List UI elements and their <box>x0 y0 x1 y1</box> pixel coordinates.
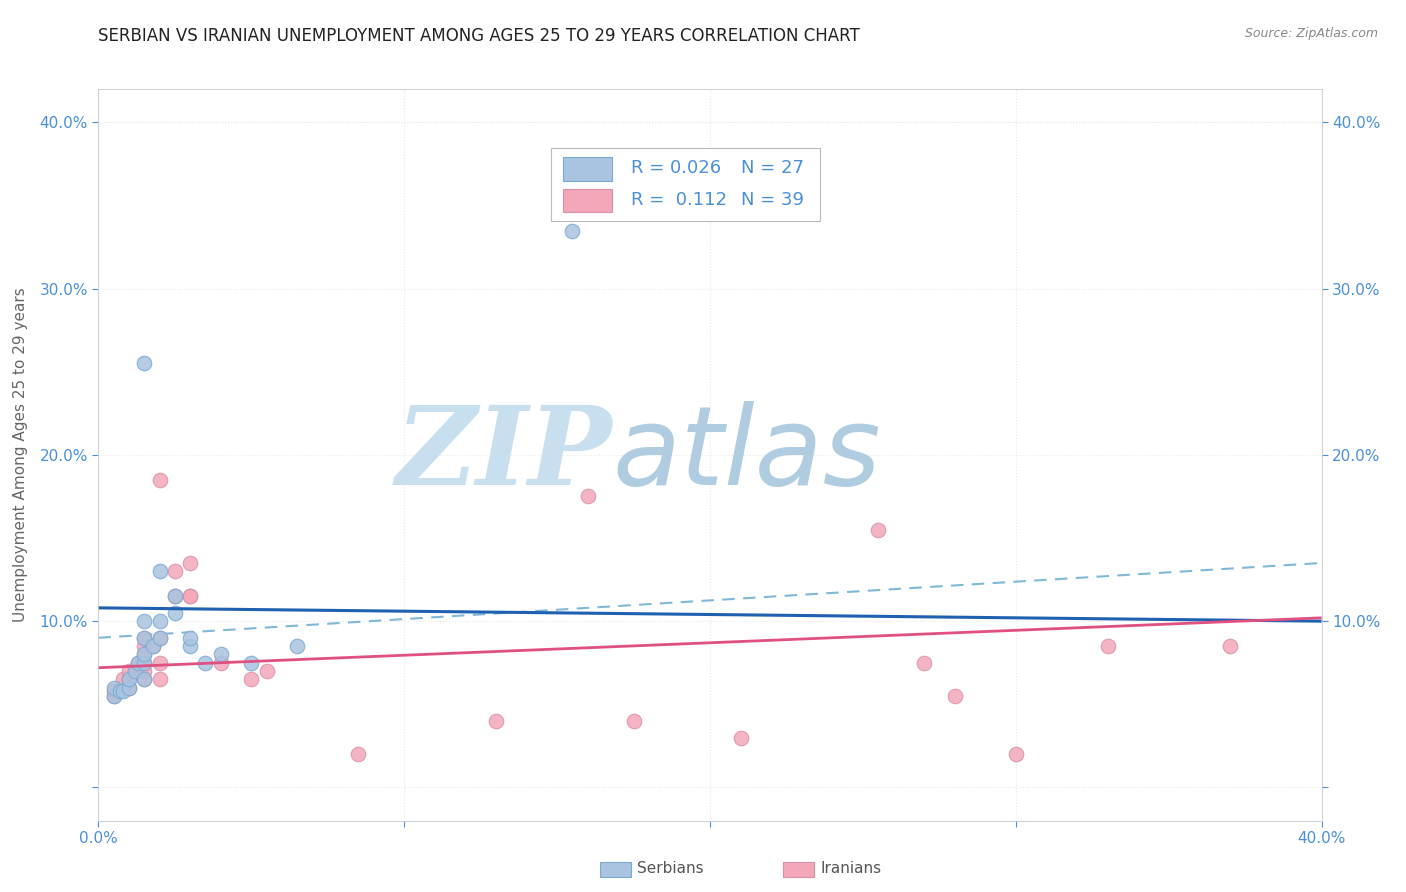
Point <box>108 684 131 698</box>
Point <box>108 681 131 695</box>
Point <box>179 589 201 603</box>
Point <box>149 631 172 645</box>
Point <box>623 714 645 728</box>
Point <box>134 656 156 670</box>
Point <box>103 689 125 703</box>
Point <box>149 656 172 670</box>
Point <box>179 631 201 645</box>
Point <box>1097 639 1119 653</box>
Point <box>118 681 141 695</box>
Point <box>163 564 186 578</box>
Point <box>285 639 308 653</box>
Point <box>103 684 125 698</box>
Text: N = 39: N = 39 <box>741 192 804 210</box>
Point <box>1219 639 1241 653</box>
Point <box>347 747 370 761</box>
Point <box>179 556 201 570</box>
Point <box>111 673 134 687</box>
Point <box>163 589 186 603</box>
Point <box>134 614 156 628</box>
Point <box>118 673 141 687</box>
Point <box>134 656 156 670</box>
Text: SERBIAN VS IRANIAN UNEMPLOYMENT AMONG AGES 25 TO 29 YEARS CORRELATION CHART: SERBIAN VS IRANIAN UNEMPLOYMENT AMONG AG… <box>98 27 860 45</box>
Text: atlas: atlas <box>612 401 880 508</box>
Point <box>194 656 217 670</box>
Point <box>142 639 165 653</box>
Text: R = 0.026: R = 0.026 <box>630 159 721 178</box>
Point <box>149 614 172 628</box>
Text: ZIP: ZIP <box>395 401 612 508</box>
Point <box>209 656 232 670</box>
Point <box>124 664 146 678</box>
Point <box>134 631 156 645</box>
Point <box>149 564 172 578</box>
Point <box>134 648 156 662</box>
FancyBboxPatch shape <box>551 148 820 221</box>
Point <box>134 356 156 371</box>
Point <box>118 681 141 695</box>
Point <box>179 589 201 603</box>
Text: Source: ZipAtlas.com: Source: ZipAtlas.com <box>1244 27 1378 40</box>
Point <box>179 639 201 653</box>
Text: R =  0.112: R = 0.112 <box>630 192 727 210</box>
Point <box>149 673 172 687</box>
Point <box>118 673 141 687</box>
Point <box>149 473 172 487</box>
Y-axis label: Unemployment Among Ages 25 to 29 years: Unemployment Among Ages 25 to 29 years <box>14 287 28 623</box>
Point <box>485 714 508 728</box>
Point <box>134 673 156 687</box>
Point <box>124 664 146 678</box>
Point <box>134 648 156 662</box>
Point <box>134 673 156 687</box>
Text: Iranians: Iranians <box>820 861 882 876</box>
Point <box>118 664 141 678</box>
Point <box>209 648 232 662</box>
Point <box>240 673 263 687</box>
Point <box>103 689 125 703</box>
Point <box>142 639 165 653</box>
Point <box>127 656 149 670</box>
Text: Serbians: Serbians <box>637 861 703 876</box>
FancyBboxPatch shape <box>600 863 630 877</box>
Point <box>149 631 172 645</box>
FancyBboxPatch shape <box>564 189 612 212</box>
Point <box>111 684 134 698</box>
Point <box>240 656 263 670</box>
FancyBboxPatch shape <box>783 863 814 877</box>
Point <box>134 639 156 653</box>
Point <box>576 490 599 504</box>
Text: N = 27: N = 27 <box>741 159 804 178</box>
Point <box>127 656 149 670</box>
Point <box>163 589 186 603</box>
Point <box>868 523 890 537</box>
Point <box>103 681 125 695</box>
Point <box>134 631 156 645</box>
Point <box>561 223 583 237</box>
Point <box>256 664 278 678</box>
Point <box>943 689 966 703</box>
Point <box>163 606 186 620</box>
Point <box>1004 747 1026 761</box>
Point <box>730 731 752 745</box>
FancyBboxPatch shape <box>564 157 612 180</box>
Point <box>134 664 156 678</box>
Point <box>912 656 935 670</box>
